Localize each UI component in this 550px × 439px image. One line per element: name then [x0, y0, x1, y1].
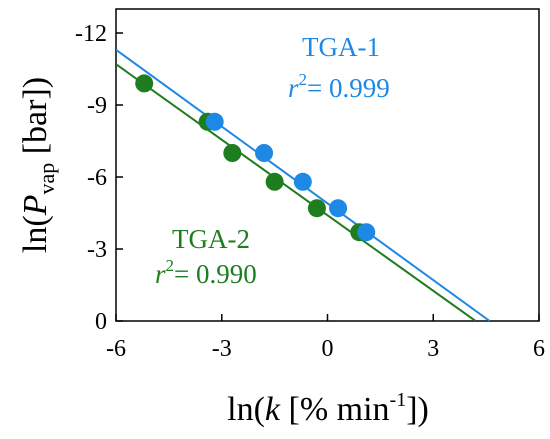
r2-label-tga1: r2= 0.999: [288, 70, 390, 103]
x-tick-label: -6: [106, 336, 126, 362]
data-point-tga-1: [255, 144, 274, 162]
x-axis-label: ln(k [% min-1]): [227, 389, 429, 428]
fit-line-tga-2: [116, 63, 477, 321]
y-tick-label: -12: [75, 21, 107, 47]
y-tick-label: 0: [95, 309, 107, 335]
y-tick-label: -6: [87, 165, 107, 191]
y-tick-label: -9: [87, 93, 107, 119]
x-tick-label: 6: [533, 336, 545, 362]
x-tick-label: -3: [212, 336, 232, 362]
data-point-group: [135, 74, 376, 242]
data-point-tga-2: [307, 199, 326, 218]
r2-label-tga2: r2= 0.990: [155, 256, 257, 289]
data-point-tga-1: [293, 172, 312, 191]
data-point-tga-1: [329, 199, 348, 218]
data-point-tga-2: [223, 144, 242, 162]
data-point-tga-2: [135, 74, 154, 93]
data-point-tga-1: [205, 112, 224, 131]
x-tick-label: 3: [427, 336, 439, 362]
x-tick-label: 0: [322, 336, 334, 362]
tick-group: -6 -3 0 3 6 0 -3 -6 -9 -12: [75, 21, 545, 362]
y-tick-label: -3: [87, 237, 107, 263]
series-label-tga2: TGA-2: [172, 224, 250, 254]
series-label-tga1: TGA-1: [302, 32, 380, 62]
data-point-tga-2: [265, 172, 284, 191]
y-axis-label: ln(Pvap [bar]): [17, 77, 59, 253]
data-point-tga-1: [357, 223, 376, 242]
